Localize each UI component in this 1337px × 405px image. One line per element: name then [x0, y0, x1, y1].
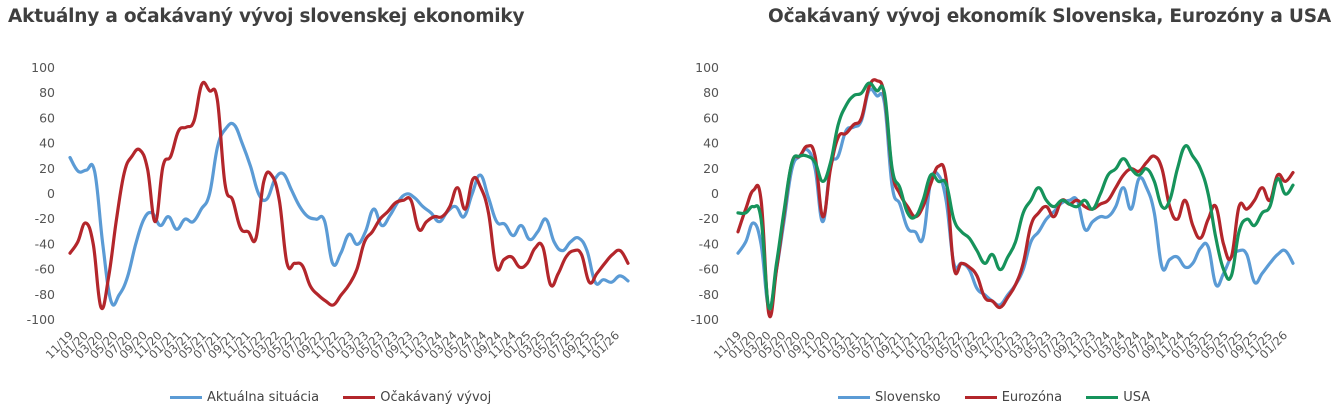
y-tick-label: 80 [39, 85, 55, 100]
legend-swatch [838, 396, 870, 399]
chart-title: Aktuálny a očakávaný vývoj slovenskej ek… [8, 6, 525, 27]
y-tick-label: -100 [27, 312, 55, 327]
legend-label: Eurozóna [1001, 390, 1063, 405]
legend-item: Očakávaný vývoj [343, 390, 491, 405]
y-tick-label: -20 [35, 211, 55, 226]
y-tick-label: 100 [31, 60, 55, 75]
legend-item: Slovensko [838, 390, 941, 405]
y-tick-label: 40 [703, 136, 719, 151]
legend-label: Slovensko [875, 390, 941, 405]
legend-label: USA [1123, 390, 1151, 405]
y-tick-label: 80 [703, 85, 719, 100]
legend-item: Eurozóna [964, 390, 1063, 405]
series-line [68, 80, 630, 311]
chart-legend: Aktuálna situácia Očakávaný vývoj [160, 388, 501, 405]
legend-swatch [1086, 396, 1119, 399]
y-tick-label: 60 [39, 110, 55, 125]
y-tick-label: -80 [699, 287, 719, 302]
series-line [736, 78, 1295, 319]
y-tick-label: 40 [39, 136, 55, 151]
chart-slovak-economy: Aktuálny a očakávaný vývoj slovenskej ek… [0, 0, 668, 405]
y-tick-label: -60 [699, 262, 719, 277]
y-tick-label: 20 [39, 161, 55, 176]
legend-swatch [170, 396, 202, 399]
legend-item: Aktuálna situácia [170, 390, 319, 405]
legend-label: Aktuálna situácia [207, 390, 320, 405]
series-line [68, 121, 630, 307]
chart-legend: Slovensko Eurozóna USA [828, 388, 1160, 405]
series-line [736, 81, 1295, 311]
y-tick-label: 100 [695, 60, 719, 75]
chart-title: Očakávaný vývoj ekonomík Slovenska, Euro… [768, 6, 1331, 27]
legend-label: Očakávaný vývoj [380, 390, 492, 405]
y-tick-label: -100 [691, 312, 719, 327]
chart-economies-comparison: Očakávaný vývoj ekonomík Slovenska, Euro… [668, 0, 1337, 405]
y-tick-label: -40 [699, 236, 719, 251]
y-tick-label: -60 [35, 262, 55, 277]
y-tick-label: 20 [703, 161, 719, 176]
y-tick-label: -20 [699, 211, 719, 226]
chart-svg: 100806040200-20-40-60-80-10011/1901/2003… [27, 60, 630, 362]
chart-svg: 100806040200-20-40-60-80-10011/1901/2003… [691, 60, 1295, 362]
y-tick-label: 0 [47, 186, 55, 201]
legend-item: USA [1086, 390, 1150, 405]
legend-swatch [964, 396, 997, 399]
y-tick-label: -40 [35, 236, 55, 251]
y-tick-label: 60 [703, 110, 719, 125]
y-tick-label: -80 [35, 287, 55, 302]
legend-swatch [343, 396, 376, 399]
y-tick-label: 0 [711, 186, 719, 201]
